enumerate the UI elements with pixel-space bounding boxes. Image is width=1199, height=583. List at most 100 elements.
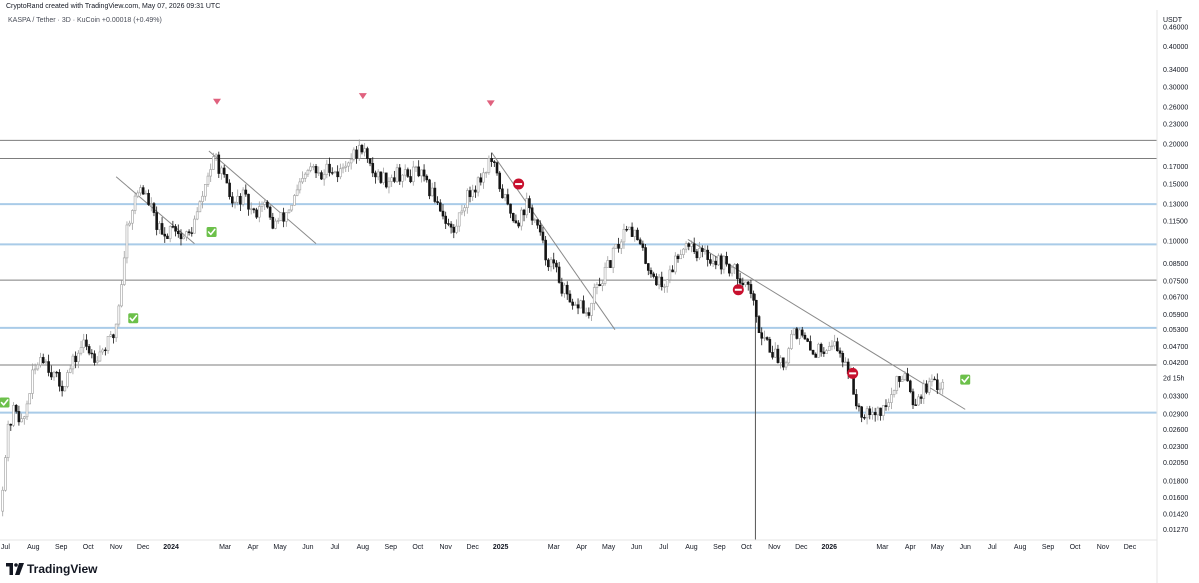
candle <box>104 347 107 356</box>
candle <box>601 279 604 292</box>
candle <box>163 227 167 243</box>
candle <box>33 363 37 375</box>
candle <box>206 172 210 187</box>
candle <box>814 352 818 358</box>
candle <box>474 185 477 198</box>
candle <box>549 257 553 272</box>
candle <box>895 375 899 395</box>
price-tick-label: 0.17000 <box>1163 164 1188 171</box>
candle <box>555 260 558 273</box>
candle <box>155 206 158 236</box>
candle <box>136 190 140 199</box>
candle <box>409 169 412 184</box>
candle <box>241 187 245 207</box>
candle <box>320 170 323 181</box>
candle <box>122 250 126 286</box>
candle <box>6 420 10 462</box>
candle <box>139 184 142 196</box>
candle <box>212 152 215 170</box>
candle <box>652 271 655 279</box>
candle <box>52 370 56 381</box>
candle <box>174 224 177 237</box>
time-tick-label: Dec <box>1124 544 1137 551</box>
candle <box>387 177 391 194</box>
price-tick-label: 0.07500 <box>1163 279 1188 286</box>
candle <box>822 347 826 357</box>
price-tick-label: 0.08500 <box>1163 261 1188 268</box>
candle <box>336 165 339 183</box>
candle <box>349 153 353 170</box>
candle <box>687 242 691 251</box>
candle <box>782 357 785 371</box>
time-tick-label: Jul <box>330 544 339 551</box>
countdown-label: 2d 15h <box>1163 376 1185 383</box>
candle <box>854 389 858 410</box>
candle <box>193 215 196 234</box>
candle <box>868 405 872 420</box>
candle <box>925 380 928 395</box>
time-tick-label: Mar <box>548 544 561 551</box>
candle <box>522 208 526 222</box>
candle <box>247 193 250 216</box>
candle <box>755 299 758 323</box>
candle <box>752 290 755 306</box>
candle <box>44 359 48 365</box>
price-tick-label: 0.02300 <box>1163 444 1188 451</box>
candle <box>633 229 637 242</box>
candle <box>428 178 431 200</box>
candle <box>530 204 534 226</box>
price-tick-label: 0.06700 <box>1163 294 1188 301</box>
candle <box>190 227 194 237</box>
no-entry-icon <box>513 178 525 190</box>
candle <box>809 335 812 351</box>
candle <box>41 353 45 364</box>
candle <box>274 218 277 230</box>
candle <box>706 245 710 267</box>
candle <box>673 252 677 275</box>
candle <box>82 333 86 353</box>
candle <box>768 336 772 353</box>
candle <box>438 199 442 212</box>
time-tick-label: May <box>602 544 616 551</box>
candle <box>503 193 507 202</box>
candle <box>844 357 847 364</box>
candle <box>282 207 285 228</box>
candle <box>717 253 720 267</box>
check-mark-icon <box>960 374 971 385</box>
candle <box>333 170 337 174</box>
time-tick-label: Oct <box>741 544 752 551</box>
candle <box>709 253 712 266</box>
candle <box>112 333 115 344</box>
time-tick-label: Jul <box>1 544 10 551</box>
candle <box>214 153 218 162</box>
candles <box>1 139 945 517</box>
candle <box>795 326 799 340</box>
candle <box>557 261 561 284</box>
candle <box>663 283 666 293</box>
candle <box>857 403 861 412</box>
tradingview-logo[interactable]: TradingView <box>6 562 97 576</box>
candle <box>209 163 212 183</box>
candle <box>736 263 739 286</box>
candle <box>182 233 185 240</box>
price-tick-label: 0.05900 <box>1163 312 1188 319</box>
trend-line-1[interactable] <box>208 150 317 245</box>
candle <box>552 252 556 270</box>
candle <box>220 165 223 180</box>
candle <box>941 379 945 395</box>
candle <box>890 387 893 410</box>
trend-line-3[interactable] <box>687 238 966 410</box>
candle <box>425 174 429 183</box>
time-tick-label: Mar <box>876 544 889 551</box>
candle <box>222 164 226 178</box>
trend-line-0[interactable] <box>115 176 195 245</box>
candle <box>671 265 674 273</box>
candle <box>590 302 593 322</box>
trend-line-2[interactable] <box>491 152 616 330</box>
candle <box>733 263 737 275</box>
candle <box>833 334 836 350</box>
candle <box>649 267 653 278</box>
candle <box>638 237 642 246</box>
candle <box>757 314 761 334</box>
